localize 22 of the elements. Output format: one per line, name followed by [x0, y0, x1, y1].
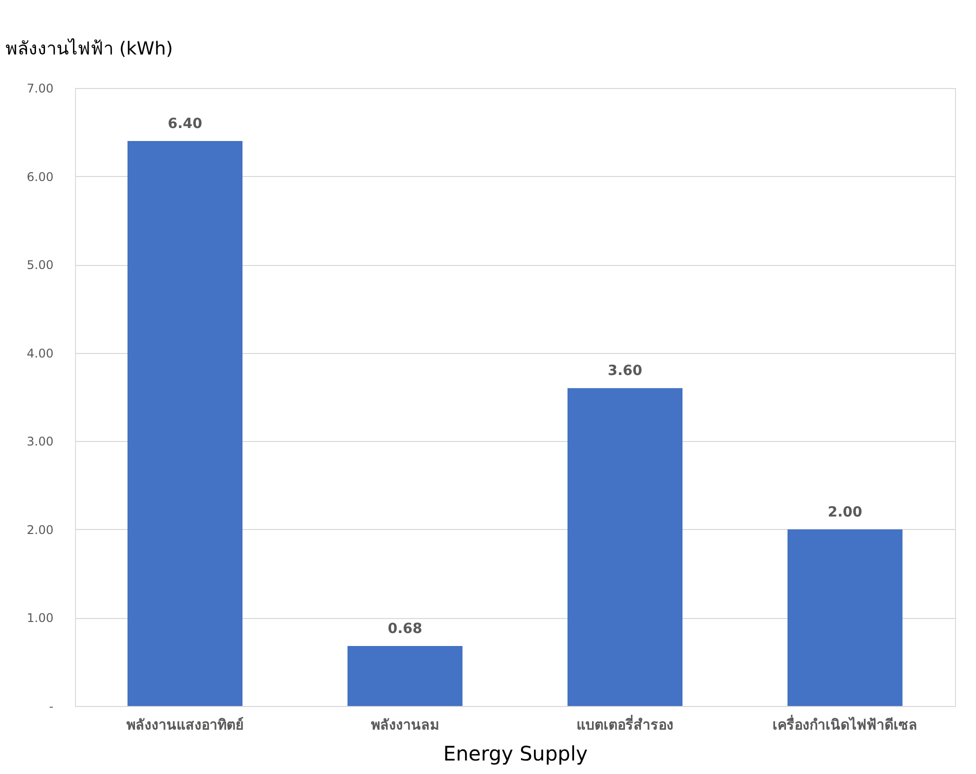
x-tick-label: แบตเตอรี่สำรอง	[576, 714, 674, 734]
data-label: 3.60	[608, 363, 643, 380]
x-tick-label: พลังงานลม	[371, 718, 439, 734]
y-tick-label: 4.00	[26, 346, 54, 360]
bar	[788, 529, 902, 706]
y-axis-title: พลังงานไฟฟ้า (kWh)	[6, 38, 173, 60]
data-label: 6.40	[168, 116, 203, 132]
y-tick-label: 2.00	[26, 522, 54, 537]
data-label: 2.00	[828, 504, 863, 520]
y-tick-label: 3.00	[26, 434, 54, 449]
bar	[348, 646, 462, 706]
bar	[128, 140, 242, 706]
y-tick-label: 1.00	[26, 611, 54, 626]
y-tick-label: -	[49, 700, 54, 714]
y-tick-label: 6.00	[26, 170, 54, 184]
bar	[568, 388, 682, 706]
y-tick-label: 5.00	[26, 258, 54, 272]
x-tick-label: เครื่องกำเนิดไฟฟ้าดีเซล	[772, 714, 918, 734]
data-label: 0.68	[388, 620, 422, 637]
x-tick-label: พลังงานแสงอาทิตย์	[126, 716, 244, 734]
y-tick-label: 7.00	[26, 82, 54, 96]
x-axis-title: Energy Supply	[443, 742, 588, 766]
